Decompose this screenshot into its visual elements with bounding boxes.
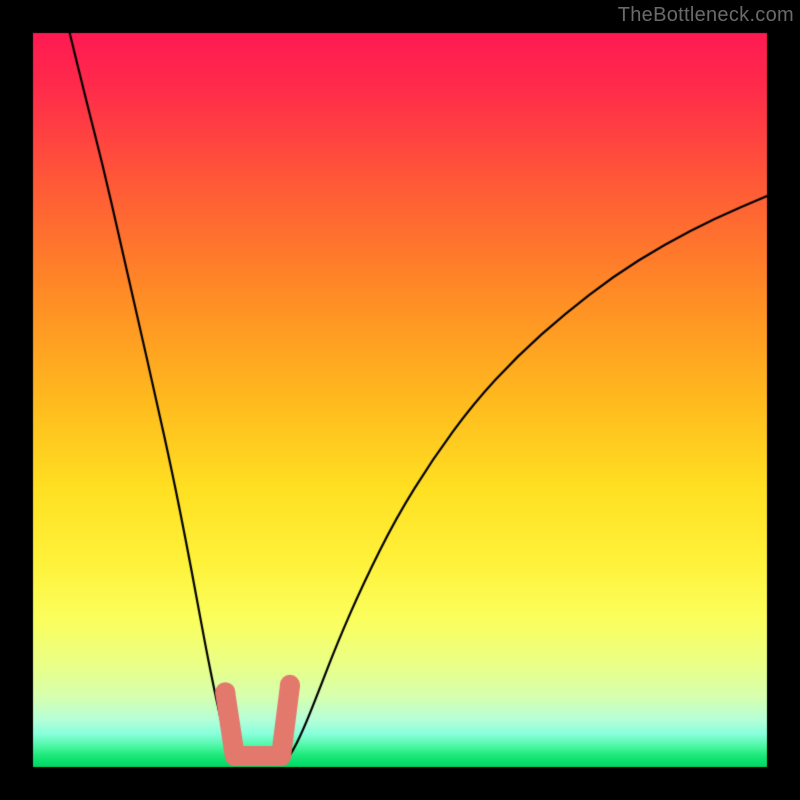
watermark-text: TheBottleneck.com	[618, 4, 794, 27]
bottleneck-chart-canvas	[0, 0, 800, 800]
